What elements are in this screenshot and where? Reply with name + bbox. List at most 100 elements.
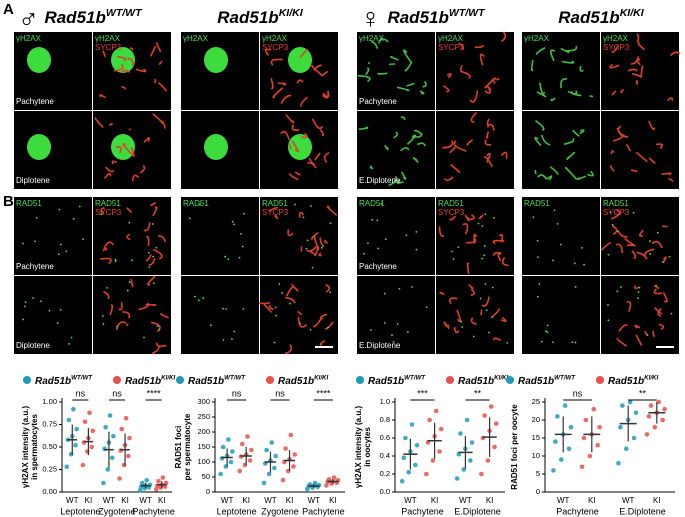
chromosome-axis <box>320 313 328 320</box>
chromosome-axis <box>285 296 296 304</box>
genotype: KI/KI <box>161 374 175 381</box>
micrograph <box>436 197 514 275</box>
micrograph <box>522 111 600 189</box>
data-point <box>493 421 499 426</box>
chromosome-axis <box>535 120 545 131</box>
focus <box>231 338 233 340</box>
y-axis-label: per spermatocyte <box>183 413 192 480</box>
chromosome-axis <box>396 86 410 92</box>
data-point <box>324 483 329 488</box>
focus <box>392 340 395 343</box>
chromosome-axis <box>634 324 641 329</box>
x-category-label: E.Diplotene <box>454 506 501 516</box>
chromosome-axis <box>442 85 450 93</box>
chromosome-axis <box>635 80 638 85</box>
data-point <box>312 480 318 486</box>
data-point <box>595 442 600 448</box>
chromosome-axis <box>615 243 624 254</box>
chromosome-axis <box>285 114 295 124</box>
focus <box>661 261 664 263</box>
focus <box>158 328 161 331</box>
focus <box>313 236 316 238</box>
focus <box>571 341 574 344</box>
xy-body <box>27 134 51 160</box>
panel-label: B <box>3 193 14 210</box>
chromosome-axis <box>274 214 279 220</box>
significance-label: ns <box>275 388 285 398</box>
chromosome-axis <box>498 233 504 243</box>
chromosome-axis <box>318 252 322 257</box>
y-tick-label: 100 <box>197 457 210 466</box>
focus <box>407 331 409 334</box>
data-point <box>656 399 662 405</box>
stage-label: Pachytene <box>359 97 397 106</box>
chromosome-axis <box>122 311 131 319</box>
focus <box>310 205 312 207</box>
chromosome-axis <box>121 85 126 90</box>
chromosome-axis <box>291 140 299 153</box>
x-category-label: Pachytene <box>302 506 345 516</box>
genotype: KI/KI <box>494 374 508 381</box>
chromosome-axis <box>150 321 161 333</box>
data-point <box>264 447 269 453</box>
legend-label: Rad51bKI/KI <box>125 374 176 387</box>
data-point <box>620 403 625 408</box>
focus <box>243 212 245 215</box>
significance-label: ** <box>639 388 647 398</box>
focus <box>151 223 154 225</box>
chromosome-axis <box>406 134 417 145</box>
focus <box>32 297 34 299</box>
gene-name: Rad51b <box>368 376 404 387</box>
focus <box>239 232 242 235</box>
focus <box>306 239 309 242</box>
chromosome-axis <box>400 171 407 180</box>
focus <box>156 325 159 328</box>
micrograph <box>522 197 600 275</box>
chromosome-axis <box>157 81 168 92</box>
chromosome-axis <box>486 85 491 91</box>
focus <box>23 305 26 308</box>
y-tick-label: 0.00 <box>42 487 57 496</box>
chromosome-axis <box>648 120 656 131</box>
data-point <box>127 435 132 441</box>
data-point <box>105 467 111 472</box>
stain-label: RAD51 <box>359 199 385 208</box>
focus <box>553 209 556 212</box>
stain-label: RAD51 <box>16 199 42 208</box>
focus <box>479 297 482 300</box>
focus <box>222 307 224 310</box>
chromosome-axis <box>611 225 618 235</box>
focus <box>620 286 622 288</box>
chromosome-axis <box>612 132 624 142</box>
chromosome-axis <box>535 47 546 56</box>
focus <box>59 308 62 311</box>
x-subcategory-label: WT <box>459 496 472 505</box>
focus <box>193 295 196 298</box>
chromosome-axis <box>492 77 497 84</box>
chromosome-axis <box>130 147 135 157</box>
genotype: WT/WT <box>71 374 93 381</box>
focus <box>275 314 278 317</box>
chromosome-axis <box>561 60 575 64</box>
data-point <box>249 447 254 453</box>
x-subcategory-label: KI <box>286 496 294 505</box>
data-point <box>226 437 231 442</box>
data-point <box>662 406 667 412</box>
data-point <box>454 476 460 481</box>
chromosome-axis <box>412 157 419 163</box>
data-point <box>103 424 108 430</box>
x-category-label: Leptotene <box>60 506 100 516</box>
stain-label: SYCP3 <box>438 43 465 52</box>
focus <box>57 253 60 256</box>
stage-label: Diplotene <box>16 176 50 185</box>
stage-label: E.Diplotene <box>359 176 401 185</box>
chromosome-axis <box>319 128 325 137</box>
chromosome-axis <box>100 206 105 215</box>
chromosome-axis <box>402 49 412 63</box>
data-point <box>433 408 439 414</box>
chromosome-axis <box>393 131 399 139</box>
chromosome-axis <box>117 55 127 62</box>
data-point <box>468 458 473 463</box>
data-point <box>591 406 597 412</box>
stain-label: SYCP3 <box>95 208 122 217</box>
